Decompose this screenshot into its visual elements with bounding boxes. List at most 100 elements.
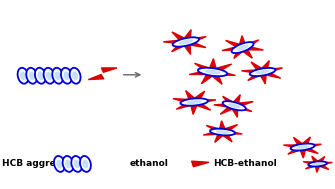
Polygon shape <box>232 104 252 112</box>
Polygon shape <box>283 145 303 149</box>
Ellipse shape <box>181 98 208 106</box>
Text: HCB aggregate: HCB aggregate <box>2 159 79 168</box>
Polygon shape <box>176 100 197 109</box>
Text: HCB-ethanol: HCB-ethanol <box>213 159 277 168</box>
Ellipse shape <box>63 156 74 172</box>
Ellipse shape <box>187 100 202 104</box>
Ellipse shape <box>228 103 241 108</box>
Polygon shape <box>194 100 216 104</box>
Polygon shape <box>251 62 266 73</box>
Polygon shape <box>302 144 322 149</box>
Ellipse shape <box>216 130 229 134</box>
Polygon shape <box>172 32 189 43</box>
Polygon shape <box>317 162 332 165</box>
Ellipse shape <box>198 68 227 76</box>
Polygon shape <box>261 68 282 74</box>
Ellipse shape <box>35 68 46 84</box>
Polygon shape <box>215 131 226 142</box>
Ellipse shape <box>17 68 28 84</box>
Polygon shape <box>316 163 329 170</box>
Polygon shape <box>88 75 104 80</box>
Polygon shape <box>195 63 215 74</box>
Polygon shape <box>219 121 226 132</box>
Ellipse shape <box>223 101 246 110</box>
Polygon shape <box>315 156 325 165</box>
Polygon shape <box>288 146 305 154</box>
Ellipse shape <box>63 71 69 80</box>
Polygon shape <box>206 125 225 134</box>
Polygon shape <box>234 47 246 59</box>
Polygon shape <box>239 46 252 58</box>
Polygon shape <box>315 164 320 172</box>
Ellipse shape <box>173 37 199 47</box>
Polygon shape <box>233 101 253 108</box>
Polygon shape <box>220 125 238 134</box>
Ellipse shape <box>296 145 309 149</box>
Polygon shape <box>214 104 234 108</box>
Polygon shape <box>190 102 198 114</box>
Ellipse shape <box>313 163 323 165</box>
Polygon shape <box>182 30 191 43</box>
Polygon shape <box>201 71 216 84</box>
Ellipse shape <box>52 68 63 84</box>
Polygon shape <box>239 36 247 48</box>
Ellipse shape <box>71 156 82 172</box>
Ellipse shape <box>237 45 249 51</box>
Ellipse shape <box>72 71 78 80</box>
Ellipse shape <box>290 144 315 150</box>
Polygon shape <box>184 37 206 44</box>
Ellipse shape <box>61 68 72 84</box>
Polygon shape <box>191 91 205 103</box>
Ellipse shape <box>26 68 37 84</box>
Polygon shape <box>222 45 244 50</box>
Ellipse shape <box>231 42 254 53</box>
Polygon shape <box>203 130 223 135</box>
Polygon shape <box>102 68 117 72</box>
Ellipse shape <box>20 71 26 80</box>
Polygon shape <box>259 72 267 84</box>
Ellipse shape <box>29 71 35 80</box>
Polygon shape <box>220 104 237 114</box>
Ellipse shape <box>80 156 91 172</box>
Polygon shape <box>182 41 191 54</box>
Polygon shape <box>173 99 195 104</box>
Polygon shape <box>223 96 238 107</box>
Ellipse shape <box>82 160 88 168</box>
Polygon shape <box>222 130 242 134</box>
Polygon shape <box>299 147 306 158</box>
Polygon shape <box>208 59 217 72</box>
Ellipse shape <box>56 160 62 168</box>
Polygon shape <box>184 40 206 48</box>
Ellipse shape <box>70 68 80 84</box>
Ellipse shape <box>65 160 71 168</box>
Polygon shape <box>230 95 240 106</box>
Polygon shape <box>261 70 281 78</box>
Polygon shape <box>230 105 238 117</box>
Polygon shape <box>248 70 265 81</box>
Polygon shape <box>303 162 318 165</box>
Ellipse shape <box>44 68 55 84</box>
Ellipse shape <box>38 71 44 80</box>
Polygon shape <box>192 161 209 167</box>
Polygon shape <box>189 70 213 74</box>
Ellipse shape <box>74 160 80 168</box>
Polygon shape <box>163 40 186 44</box>
Polygon shape <box>306 163 319 169</box>
Ellipse shape <box>250 68 275 76</box>
Polygon shape <box>186 91 198 103</box>
Ellipse shape <box>179 39 193 45</box>
Ellipse shape <box>55 71 61 80</box>
Polygon shape <box>259 61 269 73</box>
Polygon shape <box>210 64 232 74</box>
Polygon shape <box>312 156 320 165</box>
Polygon shape <box>192 100 211 110</box>
Ellipse shape <box>54 156 65 172</box>
Ellipse shape <box>210 129 235 135</box>
Polygon shape <box>240 40 259 49</box>
Polygon shape <box>225 40 245 49</box>
Ellipse shape <box>204 70 220 74</box>
Polygon shape <box>242 45 263 50</box>
Polygon shape <box>293 137 306 148</box>
Polygon shape <box>208 71 222 84</box>
Polygon shape <box>219 131 232 142</box>
